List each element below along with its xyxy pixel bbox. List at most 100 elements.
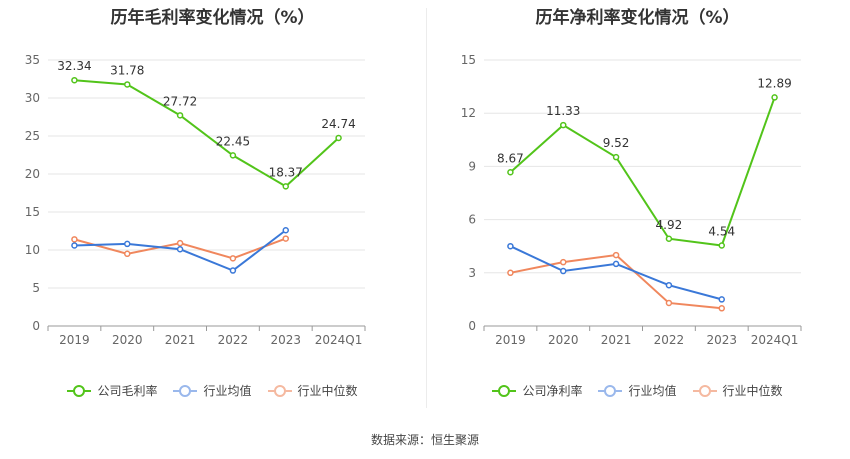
x-tick-label: 2024Q1 — [315, 333, 363, 347]
y-tick-label: 30 — [25, 91, 40, 105]
legend-line-icon — [267, 384, 292, 397]
x-tick-label: 2023 — [706, 333, 737, 347]
chart-title: 历年毛利率变化情况（%） — [110, 8, 315, 28]
x-tick-label: 2023 — [270, 333, 301, 347]
data-point — [665, 299, 673, 307]
data-label: 18.37 — [269, 165, 303, 179]
legend-label: 行业中位数 — [722, 384, 783, 398]
gross-margin-plot: 0 5 10 15 20 25 30 35 2019 2020 2021 2022 2023 2024Q1… — [25, 53, 366, 347]
x-tick-label: 2024Q1 — [751, 333, 799, 347]
y-tick-label: 10 — [25, 243, 40, 257]
data-point — [176, 112, 184, 119]
data-point — [71, 236, 78, 243]
y-tick-label: 15 — [25, 205, 40, 219]
legend-label: 行业均值 — [628, 384, 677, 398]
data-point — [560, 121, 567, 129]
data-point — [335, 134, 342, 142]
data-label: 4.92 — [656, 218, 683, 232]
data-label: 4.54 — [708, 224, 735, 238]
data-point — [718, 296, 725, 303]
data-label: 31.78 — [110, 63, 144, 77]
x-tick-label: 2022 — [218, 333, 249, 347]
y-tick-label: 9 — [468, 159, 476, 173]
series-line — [509, 97, 776, 247]
y-tick-label: 6 — [468, 213, 476, 227]
y-tick-label: 12 — [461, 106, 476, 120]
legend-item-company[interactable]: 公司毛利率 — [67, 382, 157, 399]
chart-legend: 公司净利率 行业均值 行业中位数 — [425, 382, 850, 399]
gross-margin-chart: 历年毛利率变化情况（%） 0 5 10 15 20 25 30 35 2019 2020 2021 2… — [0, 0, 425, 410]
series-line — [74, 79, 340, 188]
x-tick-label: 2021 — [165, 333, 196, 347]
data-point — [229, 152, 237, 159]
data-point — [71, 76, 78, 84]
x-tick-label: 2022 — [654, 333, 685, 347]
y-tick-label: 0 — [32, 319, 40, 333]
data-label: 12.89 — [757, 76, 791, 90]
legend-label: 行业均值 — [203, 384, 252, 398]
legend-line-icon — [492, 384, 517, 397]
data-point — [718, 305, 725, 312]
x-tick-label: 2021 — [601, 333, 632, 347]
legend-line-icon — [67, 384, 92, 397]
data-point — [176, 245, 184, 253]
legend-item-industry-median[interactable]: 行业中位数 — [267, 382, 358, 399]
data-point — [124, 81, 131, 88]
chart-legend: 公司毛利率 行业均值 行业中位数 — [0, 382, 425, 399]
data-point — [71, 242, 78, 249]
legend-label: 公司毛利率 — [97, 384, 158, 398]
legend-line-icon — [173, 384, 198, 397]
y-tick-label: 35 — [25, 53, 40, 67]
data-point — [665, 235, 673, 243]
data-label: 9.52 — [603, 136, 630, 150]
legend-item-company[interactable]: 公司净利率 — [492, 382, 582, 399]
data-point — [124, 240, 131, 248]
data-point — [560, 258, 567, 266]
data-point — [612, 153, 620, 161]
y-tick-label: 20 — [25, 167, 40, 181]
legend-line-icon — [598, 384, 623, 397]
data-label: 11.33 — [546, 104, 580, 118]
x-tick-label: 2019 — [495, 333, 526, 347]
data-label: 32.34 — [57, 59, 91, 73]
x-tick-label: 2020 — [548, 333, 579, 347]
data-label: 24.74 — [321, 117, 355, 131]
legend-line-icon — [692, 384, 717, 397]
x-tick-label: 2019 — [59, 333, 90, 347]
data-point — [176, 239, 184, 247]
legend-label: 公司净利率 — [522, 384, 583, 398]
data-point — [665, 281, 673, 289]
data-point — [771, 94, 778, 101]
data-point — [124, 250, 131, 258]
data-point — [282, 235, 289, 242]
data-point — [507, 269, 514, 277]
legend-item-industry-mean[interactable]: 行业均值 — [173, 382, 252, 399]
data-point — [229, 255, 237, 262]
data-point — [507, 169, 514, 176]
data-source-note: 数据来源：恒生聚源 — [370, 433, 479, 447]
data-point — [718, 242, 725, 249]
y-tick-label: 0 — [468, 319, 476, 333]
data-point — [229, 267, 237, 274]
y-tick-label: 3 — [468, 266, 476, 280]
data-point — [282, 183, 289, 190]
chart-title: 历年净利率变化情况（%） — [535, 8, 740, 28]
data-point — [282, 226, 289, 234]
legend-item-industry-mean[interactable]: 行业均值 — [598, 382, 677, 399]
data-label: 8.67 — [497, 151, 524, 165]
y-tick-label: 25 — [25, 129, 40, 143]
y-tick-label: 15 — [461, 53, 476, 67]
x-tick-label: 2020 — [112, 333, 143, 347]
legend-item-industry-median[interactable]: 行业中位数 — [692, 382, 783, 399]
panel-divider — [426, 8, 427, 408]
data-point — [560, 267, 567, 275]
net-margin-plot: 0 3 6 9 12 15 2019 2020 2021 2022 2023 2024Q1 8.67 11… — [461, 53, 802, 347]
data-label: 27.72 — [163, 94, 197, 108]
legend-label: 行业中位数 — [297, 384, 358, 398]
data-point — [612, 260, 620, 268]
y-tick-label: 5 — [32, 281, 40, 295]
net-margin-chart: 历年净利率变化情况（%） 0 3 6 9 12 15 2019 2020 2021 2022 202… — [425, 0, 850, 410]
data-point — [507, 242, 514, 250]
data-label: 22.45 — [216, 134, 250, 148]
data-point — [612, 251, 620, 259]
